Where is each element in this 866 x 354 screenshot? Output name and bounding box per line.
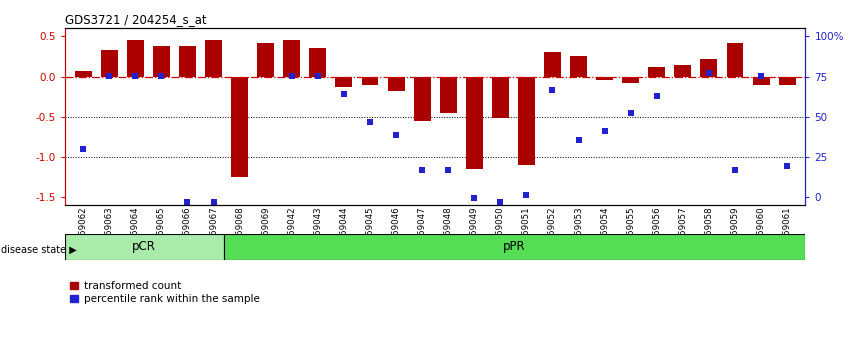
Point — [285, 73, 299, 79]
Bar — [623, 76, 639, 83]
Bar — [649, 67, 665, 76]
Bar — [779, 76, 796, 85]
Text: pPR: pPR — [503, 240, 526, 253]
Point — [650, 93, 663, 98]
Point — [494, 199, 507, 205]
Point — [598, 128, 611, 134]
Bar — [466, 76, 482, 169]
Bar — [309, 48, 326, 76]
Point — [546, 87, 559, 93]
Bar — [701, 59, 717, 76]
Point — [520, 192, 533, 198]
Point — [780, 164, 794, 169]
Point — [754, 73, 768, 79]
Bar — [100, 50, 118, 76]
Point — [102, 73, 116, 79]
Bar — [74, 71, 92, 76]
Point — [572, 137, 585, 143]
Bar — [205, 40, 222, 76]
Bar — [153, 46, 170, 76]
Point — [728, 167, 742, 173]
Bar — [283, 40, 301, 76]
Point — [311, 73, 325, 79]
Bar — [223, 234, 805, 260]
Point — [207, 199, 221, 205]
Bar — [518, 76, 535, 165]
Point — [624, 110, 637, 116]
Bar — [65, 234, 223, 260]
Bar — [492, 76, 509, 119]
Bar — [388, 76, 404, 91]
Text: disease state ▶: disease state ▶ — [1, 245, 76, 255]
Point — [154, 73, 168, 79]
Bar — [335, 76, 352, 87]
Bar — [127, 40, 144, 76]
Point — [363, 119, 377, 125]
Bar — [596, 76, 613, 80]
Bar — [727, 43, 743, 76]
Point — [468, 195, 481, 201]
Legend: transformed count, percentile rank within the sample: transformed count, percentile rank withi… — [70, 281, 260, 304]
Bar — [570, 57, 587, 76]
Point — [415, 167, 429, 173]
Bar — [544, 52, 561, 76]
Point — [337, 91, 351, 97]
Bar — [440, 76, 456, 113]
Bar — [675, 64, 691, 76]
Bar — [179, 46, 196, 76]
Bar — [231, 76, 248, 177]
Bar — [257, 43, 275, 76]
Point — [128, 73, 142, 79]
Text: GDS3721 / 204254_s_at: GDS3721 / 204254_s_at — [65, 13, 207, 26]
Bar — [414, 76, 430, 121]
Text: pCR: pCR — [132, 240, 156, 253]
Point — [389, 132, 403, 137]
Point — [442, 167, 456, 173]
Bar — [753, 76, 770, 85]
Point — [180, 199, 194, 205]
Point — [702, 70, 716, 75]
Bar — [361, 76, 378, 85]
Point — [76, 146, 90, 152]
